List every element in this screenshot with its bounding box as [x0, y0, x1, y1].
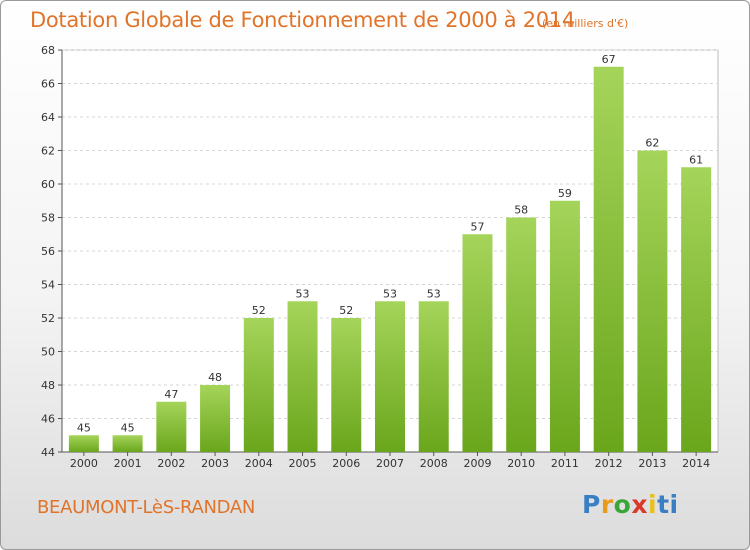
chart-unit: (en milliers d'€) [542, 17, 629, 30]
x-tick-label: 2014 [682, 457, 710, 470]
x-tick-label: 2006 [332, 457, 360, 470]
x-tick-label: 2011 [551, 457, 579, 470]
data-label: 61 [689, 153, 703, 166]
y-tick-label: 52 [41, 312, 55, 325]
bar [375, 301, 405, 452]
bar [593, 66, 624, 452]
x-tick-label: 2012 [595, 457, 623, 470]
y-tick-label: 60 [41, 178, 55, 191]
bar [506, 217, 537, 452]
bar [331, 318, 362, 452]
x-tick-label: 2009 [463, 457, 491, 470]
bar [200, 385, 231, 452]
bar [156, 401, 187, 452]
data-label: 48 [208, 371, 222, 384]
logo-letter: ti [657, 490, 679, 519]
data-label: 62 [645, 137, 659, 150]
y-tick-label: 54 [41, 279, 55, 292]
data-label: 67 [602, 53, 616, 66]
data-label: 52 [252, 304, 266, 317]
logo-letter: o [613, 490, 632, 519]
bar [549, 200, 580, 452]
y-tick-label: 44 [41, 446, 55, 459]
logo-letter: i [648, 490, 658, 519]
data-label: 53 [427, 287, 441, 300]
data-label: 47 [164, 388, 178, 401]
y-tick-label: 64 [41, 111, 55, 124]
data-label: 53 [383, 287, 397, 300]
x-tick-label: 2002 [157, 457, 185, 470]
data-label: 53 [296, 287, 310, 300]
y-tick-label: 68 [41, 44, 55, 57]
x-tick-label: 2004 [245, 457, 273, 470]
bar [68, 435, 99, 452]
x-tick-label: 2003 [201, 457, 229, 470]
x-tick-label: 2005 [289, 457, 317, 470]
y-tick-label: 46 [41, 413, 55, 426]
y-tick-label: 58 [41, 212, 55, 225]
logo-letter: P [582, 490, 601, 519]
logo-letter: x [631, 490, 648, 519]
x-tick-label: 2010 [507, 457, 535, 470]
x-tick-label: 2007 [376, 457, 404, 470]
bar [112, 435, 143, 452]
data-label: 45 [121, 421, 135, 434]
commune-name: BEAUMONT-LèS-RANDAN [37, 497, 256, 518]
bar [681, 167, 712, 452]
bar [418, 301, 449, 452]
chart-title: Dotation Globale de Fonctionnement de 20… [30, 8, 575, 32]
bar [287, 301, 318, 452]
data-label: 59 [558, 187, 572, 200]
data-label: 58 [514, 204, 528, 217]
y-tick-label: 62 [41, 145, 55, 158]
x-tick-label: 2001 [114, 457, 142, 470]
x-tick-label: 2013 [638, 457, 666, 470]
y-tick-label: 48 [41, 379, 55, 392]
bar [462, 234, 493, 452]
bar [637, 150, 668, 452]
data-label: 57 [470, 220, 484, 233]
y-tick-label: 56 [41, 245, 55, 258]
logo-letter: r [600, 490, 614, 519]
data-label: 45 [77, 421, 91, 434]
x-tick-label: 2008 [420, 457, 448, 470]
y-tick-label: 50 [41, 346, 55, 359]
proxiti-logo[interactable]: Proxiti [582, 490, 679, 519]
bar [243, 318, 274, 452]
data-label: 52 [339, 304, 353, 317]
y-tick-label: 66 [41, 78, 55, 91]
x-tick-label: 2000 [70, 457, 98, 470]
